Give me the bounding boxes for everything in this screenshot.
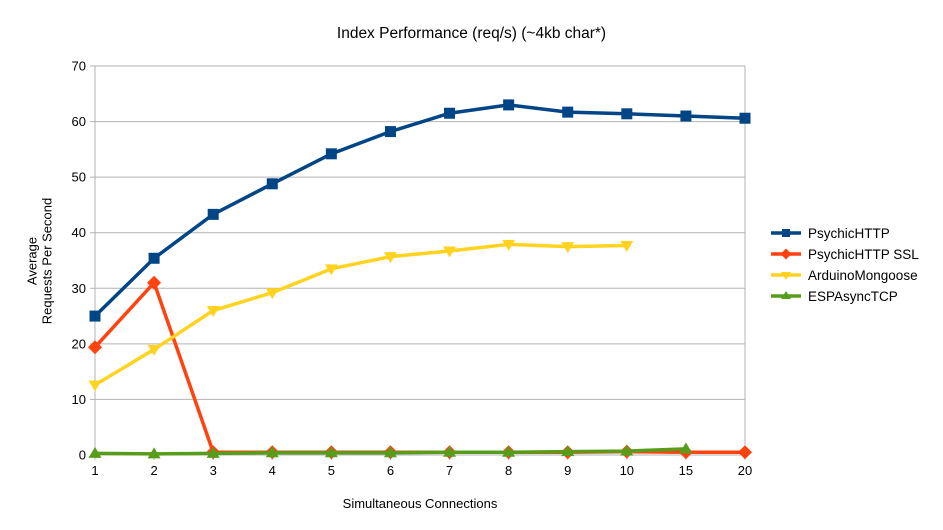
svg-text:60: 60 [72,114,86,129]
svg-text:70: 70 [72,59,86,74]
svg-text:7: 7 [446,463,453,478]
legend-item-espasynctcp: ESPAsyncTCP [770,288,919,304]
legend-item-psychichttp: PsychicHTTP [770,225,919,241]
svg-text:5: 5 [328,463,335,478]
svg-text:3: 3 [210,463,217,478]
legend-item-psychichttp-ssl: PsychicHTTP SSL [770,246,919,262]
legend: PsychicHTTP PsychicHTTP SSL ArduinoMongo… [770,225,919,304]
legend-line-diamond-icon [771,248,801,260]
svg-text:20: 20 [738,463,752,478]
svg-text:9: 9 [564,463,571,478]
legend-label: ESPAsyncTCP [808,288,898,304]
svg-text:50: 50 [72,170,86,185]
svg-text:0: 0 [79,448,86,463]
legend-line-triangle-up-icon [771,291,801,299]
svg-text:10: 10 [620,463,634,478]
y-axis-title: Average Requests Per Second [24,197,55,325]
svg-text:1: 1 [91,463,98,478]
legend-label: PsychicHTTP [808,225,890,241]
legend-label: ArduinoMongoose [808,267,918,283]
svg-text:10: 10 [72,392,86,407]
legend-label: PsychicHTTP SSL [808,246,919,262]
svg-text:4: 4 [269,463,276,478]
y-axis-title-line1: Average [24,236,40,286]
legend-line-triangle-down-icon [771,272,801,280]
svg-text:2: 2 [150,463,157,478]
y-axis-title-line2: Requests Per Second [39,197,54,325]
svg-text:30: 30 [72,281,86,296]
legend-item-arduinomongoose: ArduinoMongoose [770,267,919,283]
svg-text:40: 40 [72,225,86,240]
svg-text:8: 8 [505,463,512,478]
svg-text:20: 20 [72,336,86,351]
svg-text:6: 6 [387,463,394,478]
svg-text:15: 15 [679,463,693,478]
legend-line-square-icon [771,229,801,237]
x-axis-title: Simultaneous Connections [342,496,498,511]
chart-title: Index Performance (req/s) (~4kb char*) [336,25,607,42]
